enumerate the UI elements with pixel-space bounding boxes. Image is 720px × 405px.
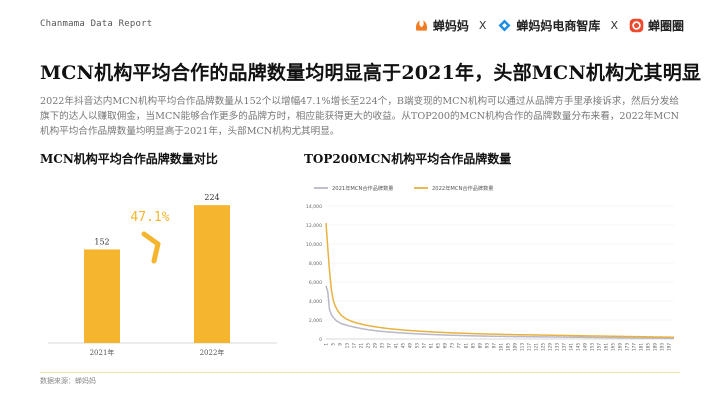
x-tick-label: 185 [645,343,650,351]
x-tick-label: 197 [666,343,671,351]
x-tick-label: 125 [540,343,545,351]
report-label: Chanmama Data Report [40,19,153,29]
y-tick-label: 4,000 [309,299,322,305]
x-tick-label: 89 [477,343,482,349]
bar-category-label: 2021年 [90,348,115,357]
x-tick-label: 65 [435,343,440,349]
x-tick-label: 25 [365,343,370,349]
bar-value-label: 152 [94,237,109,246]
y-tick-label: 12,000 [306,223,322,229]
logo-separator: X [610,19,618,32]
x-tick-label: 77 [456,343,461,349]
bar-2021年 [84,249,120,343]
x-tick-label: 141 [568,343,573,351]
chanmama-zhiku-logo-icon [498,19,511,32]
right-chart-title: TOP200MCN机构平均合作品牌数量 [304,152,512,166]
x-tick-label: 173 [624,343,629,351]
x-tick-label: 169 [617,343,622,351]
x-tick-label: 113 [519,343,524,351]
x-tick-label: 93 [484,343,489,349]
logo-chanquanquan-text: 蝉圈圈 [647,19,684,33]
logo-chanmama: 蝉妈妈 [413,17,469,34]
logo-chanquanquan: 蝉圈圈 [628,17,684,34]
x-tick-label: 121 [533,343,538,351]
bar-value-label: 224 [204,193,219,202]
x-tick-label: 133 [554,343,559,351]
x-tick-label: 177 [631,343,636,351]
source-note: 数据来源：蝉妈妈 [40,377,96,385]
y-tick-label: 10,000 [306,242,322,248]
legend-label: 2021年MCN合作品牌数量 [332,184,394,192]
y-tick-label: 6,000 [309,280,322,286]
x-tick-label: 97 [491,343,496,349]
y-tick-label: 8,000 [309,261,322,267]
growth-label: 47.1% [130,210,169,225]
growth-arrow-icon [141,231,161,264]
logo-group: 蝉妈妈 X 蝉妈妈电商智库 X 蝉圈圈 [413,17,684,34]
x-tick-label: 149 [582,343,587,351]
y-tick-label: 2,000 [309,318,322,324]
x-tick-label: 21 [358,343,363,349]
x-tick-label: 117 [526,343,531,351]
x-tick-label: 165 [610,343,615,351]
summary-text: 2022年抖音达内MCN机构平均合作品牌数量从152个以增幅47.1%增长至22… [40,96,679,137]
line-chart: 0 2,000 4,000 6,000 8,000 10,000 12,000 14,000 1… [306,184,675,351]
x-tick-label: 1 [324,343,329,346]
logo-chanmama-zhiku: 蝉妈妈电商智库 [496,17,600,34]
y-tick-label: 0 [319,337,322,343]
x-tick-label: 109 [512,343,517,351]
series-line-2021 [325,285,675,340]
y-tick-label: 14,000 [306,204,322,210]
x-tick-label: 13 [344,343,349,349]
x-tick-label: 49 [407,343,412,349]
x-tick-label: 105 [505,343,510,351]
logo-chanmama-text: 蝉妈妈 [432,19,469,33]
page-title: MCN机构平均合作的品牌数量均明显高于2021年，头部MCN机构尤其明显 [40,62,702,84]
x-tick-label: 161 [603,343,608,351]
top-bar: Chanmama Data Report 蝉妈妈 X 蝉妈妈电商智库 X 蝉圈圈 [0,0,720,42]
x-tick-label: 137 [561,343,566,351]
x-tick-label: 153 [589,343,594,351]
logo-separator: X [478,19,487,32]
logo-chanmama-zhiku-text: 蝉妈妈电商智库 [516,19,601,33]
x-tick-label: 181 [638,343,643,351]
x-tick-label: 73 [449,343,454,349]
bar-chart: 152 2021年 224 2022年 47.1% [48,193,277,357]
x-tick-label: 61 [428,343,433,349]
series-line-2022 [325,223,675,338]
chanquanquan-logo-icon [629,18,644,33]
x-tick-label: 5 [330,343,335,346]
chanmama-logo-icon [415,20,427,31]
x-tick-label: 69 [442,343,447,349]
x-tick-label: 9 [337,343,342,346]
x-tick-label: 129 [547,343,552,351]
x-tick-label: 101 [498,343,503,351]
x-tick-label: 41 [393,343,398,349]
bar-2022年 [194,205,230,343]
x-tick-label: 33 [379,343,384,349]
x-tick-label: 29 [372,343,377,349]
x-tick-label: 53 [414,343,419,349]
x-tick-label: 45 [400,343,405,349]
x-tick-label: 17 [351,343,356,349]
x-tick-label: 57 [421,343,426,349]
legend-label: 2022年MCN合作品牌数量 [432,184,494,192]
x-tick-label: 193 [659,343,664,351]
x-tick-label: 145 [575,343,580,351]
x-tick-label: 81 [463,343,468,349]
footer-divider [40,372,680,373]
x-tick-label: 85 [470,343,475,349]
bar-category-label: 2022年 [200,348,225,357]
x-tick-label: 189 [652,343,657,351]
x-tick-label: 37 [386,343,391,349]
x-tick-label: 157 [596,343,601,351]
left-chart-title: MCN机构平均合作品牌数量对比 [40,152,218,166]
